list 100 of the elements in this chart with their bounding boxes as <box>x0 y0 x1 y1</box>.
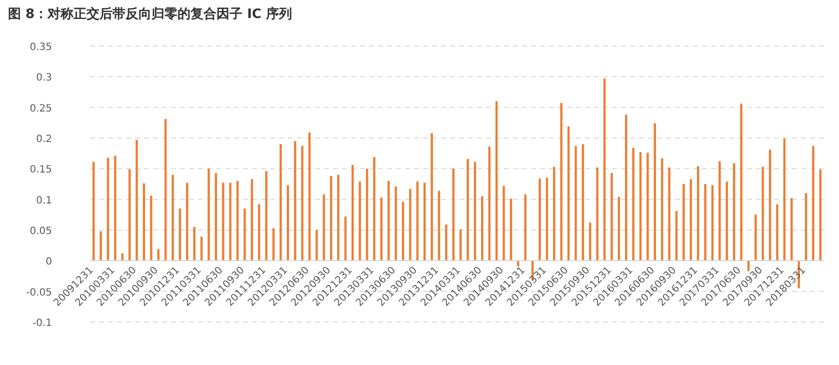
bar <box>208 168 210 261</box>
bar <box>214 172 218 261</box>
bar <box>250 179 254 261</box>
y-tick-label: 0 <box>46 256 52 268</box>
bar <box>819 169 822 261</box>
bar <box>560 103 562 261</box>
y-tick-label: 0.25 <box>30 103 52 114</box>
bar <box>589 222 592 261</box>
bar <box>438 190 440 261</box>
bar <box>337 174 340 261</box>
bar <box>388 180 390 261</box>
bar <box>495 101 498 261</box>
bar <box>142 183 146 261</box>
bar <box>409 188 412 261</box>
bar <box>114 156 116 261</box>
y-tick-label: 0.3 <box>36 72 52 84</box>
bar <box>603 78 606 261</box>
bar <box>322 194 325 261</box>
bar <box>625 114 628 261</box>
bar <box>510 198 512 261</box>
bar <box>265 171 268 261</box>
bar <box>316 230 318 261</box>
y-tick-label: 0.1 <box>36 195 52 206</box>
bar <box>164 118 167 261</box>
bar <box>488 146 490 261</box>
bar <box>301 146 304 261</box>
y-tick-label: 0.05 <box>30 226 52 237</box>
bar <box>618 196 620 261</box>
bar <box>244 208 246 261</box>
bar <box>596 167 598 261</box>
bar <box>711 185 714 261</box>
bar <box>352 164 354 261</box>
bar <box>358 182 361 261</box>
bar <box>768 150 772 261</box>
y-tick-label: 0.15 <box>30 164 52 176</box>
bar <box>660 158 664 261</box>
bar <box>762 166 764 261</box>
bar <box>366 168 368 261</box>
y-tick-label: 0.35 <box>30 42 52 53</box>
bar <box>416 182 419 261</box>
bar <box>222 182 224 261</box>
bar <box>654 123 656 261</box>
bar <box>136 140 138 261</box>
bar <box>517 260 520 266</box>
bar <box>812 146 814 261</box>
bar <box>150 196 152 261</box>
bar <box>790 198 793 261</box>
bar <box>646 152 649 261</box>
bar <box>286 185 289 261</box>
bar <box>582 144 584 261</box>
bar <box>718 161 721 261</box>
bar <box>380 197 383 261</box>
bar <box>92 162 95 261</box>
y-tick-label: -0.05 <box>26 287 52 298</box>
bar <box>639 152 642 261</box>
bar <box>280 144 282 261</box>
bar <box>574 146 577 261</box>
bar <box>258 204 260 261</box>
bar <box>172 174 174 261</box>
bar <box>754 214 757 261</box>
bar <box>445 224 448 261</box>
bar <box>481 196 484 261</box>
bar <box>696 166 700 261</box>
bar <box>704 184 706 261</box>
bar <box>682 184 685 261</box>
bar <box>804 193 808 261</box>
bar <box>610 172 613 261</box>
bar <box>236 180 239 261</box>
bar <box>524 194 526 261</box>
bar <box>474 162 476 261</box>
chart-title: 图 8：对称正交后带反向归零的复合因子 IC 序列 <box>8 6 292 22</box>
bar <box>402 202 404 261</box>
bar <box>452 168 454 261</box>
bar <box>100 231 102 261</box>
bar <box>424 182 426 261</box>
y-tick-label: -0.1 <box>32 318 52 329</box>
bar <box>783 138 786 261</box>
bar <box>776 204 778 261</box>
bar <box>732 163 736 261</box>
bar <box>373 157 376 261</box>
bar <box>466 158 469 261</box>
bar <box>538 178 541 261</box>
bar <box>272 228 275 261</box>
bar <box>502 186 505 261</box>
bar <box>128 169 131 261</box>
bar <box>200 236 203 261</box>
bar <box>330 176 332 261</box>
bar <box>553 166 556 261</box>
bar <box>308 132 311 261</box>
bar <box>106 158 110 261</box>
y-tick-label: 0.2 <box>36 134 52 145</box>
bar <box>193 226 196 261</box>
bar <box>229 182 232 261</box>
bar <box>726 182 728 261</box>
bar <box>690 179 692 261</box>
bar <box>186 182 188 261</box>
bar <box>546 178 548 261</box>
bar <box>430 133 433 261</box>
bar <box>394 186 397 261</box>
bar <box>178 208 182 261</box>
